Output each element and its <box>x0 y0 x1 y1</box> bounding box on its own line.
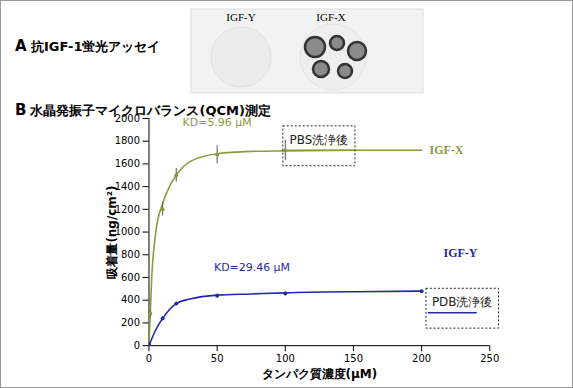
svg-text:200: 200 <box>412 353 431 364</box>
svg-text:IGF-Y: IGF-Y <box>444 246 478 260</box>
svg-text:タンパク質濃度(μM): タンパク質濃度(μM) <box>262 367 378 381</box>
svg-text:100: 100 <box>276 353 295 364</box>
svg-text:吸着量(ng/cm²): 吸着量(ng/cm²) <box>105 186 119 279</box>
svg-text:KD=5.96 μM: KD=5.96 μM <box>183 116 252 129</box>
svg-text:400: 400 <box>121 294 140 305</box>
svg-text:1800: 1800 <box>115 135 140 146</box>
svg-text:KD=29.46 μM: KD=29.46 μM <box>214 261 290 274</box>
svg-text:250: 250 <box>480 353 499 364</box>
svg-text:50: 50 <box>211 353 224 364</box>
svg-text:150: 150 <box>344 353 363 364</box>
svg-text:IGF-X: IGF-X <box>316 11 345 23</box>
svg-text:2000: 2000 <box>115 113 140 124</box>
svg-text:IGF-X: IGF-X <box>430 143 464 157</box>
svg-text:抗IGF-1蛍光アッセイ: 抗IGF-1蛍光アッセイ <box>30 39 160 54</box>
svg-text:800: 800 <box>121 249 140 260</box>
svg-text:1600: 1600 <box>115 158 140 169</box>
svg-text:600: 600 <box>121 272 140 283</box>
svg-text:0: 0 <box>146 353 152 364</box>
svg-text:0: 0 <box>134 340 140 351</box>
svg-text:IGF-Y: IGF-Y <box>226 11 255 23</box>
svg-text:PDB洗浄後: PDB洗浄後 <box>432 295 493 309</box>
svg-text:200: 200 <box>121 317 140 328</box>
svg-text:PBS洗浄後: PBS洗浄後 <box>290 133 349 147</box>
svg-text:A: A <box>15 37 27 55</box>
